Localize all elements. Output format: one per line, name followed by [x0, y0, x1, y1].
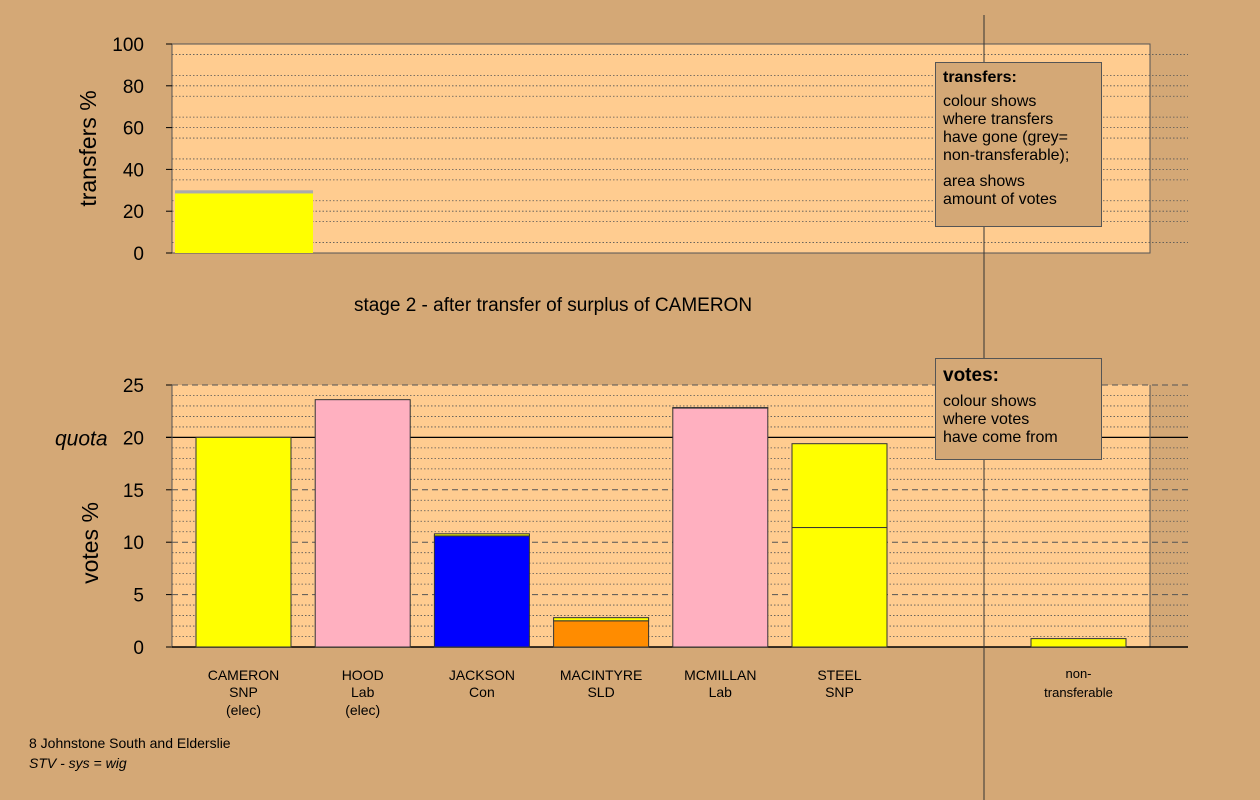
candidate-party: Lab: [709, 684, 733, 700]
transfers-tick-label: 100: [112, 35, 144, 56]
vote-bar-segment: [553, 620, 650, 648]
candidate-party: SNP: [229, 684, 258, 700]
transfers-tick-label: 0: [133, 244, 144, 265]
vote-bar-segment: [672, 407, 769, 648]
votes-legend-title: votes:: [943, 365, 999, 386]
transfers-legend-line: amount of votes: [943, 191, 1057, 208]
votes-tick-label: 5: [133, 586, 144, 607]
transfers-tick-label: 40: [123, 160, 144, 181]
vote-bar-segment: [672, 407, 769, 409]
transfers-tick-label: 80: [123, 77, 144, 98]
votes-legend-line: colour shows: [943, 393, 1037, 410]
vote-bar-segment: [791, 443, 888, 529]
footer-system: STV - sys = wig: [29, 755, 127, 771]
candidate-name: STEEL: [817, 667, 862, 683]
transfers-axis-label: transfers %: [75, 90, 101, 206]
candidate-name: MACINTYRE: [560, 667, 642, 683]
vote-bar-segment: [791, 527, 888, 648]
transfer-bar-segment: [175, 193, 313, 253]
nontransferable-label: non-: [1065, 666, 1091, 681]
vote-bar-segment: [314, 399, 411, 648]
stage-caption: stage 2 - after transfer of surplus of C…: [354, 295, 752, 316]
quota-label: quota: [55, 427, 108, 450]
votes-axis-label: votes %: [77, 502, 103, 584]
vote-bar-segment: [553, 617, 650, 622]
transfers-tick-label: 60: [123, 119, 144, 140]
candidate-status: (elec): [345, 702, 380, 718]
vote-bar-segment: [433, 535, 530, 648]
votes-tick-label: 10: [123, 533, 144, 554]
transfers-legend-line: where transfers: [943, 111, 1054, 128]
vote-bar-segment: [195, 436, 292, 648]
candidate-party: SNP: [825, 684, 854, 700]
candidate-name: MCMILLAN: [684, 667, 756, 683]
candidate-party: Con: [469, 684, 495, 700]
votes-legend-line: where votes: [943, 411, 1030, 428]
footer-constituency: 8 Johnstone South and Elderslie: [29, 735, 231, 751]
nontransferable-bar: [1030, 638, 1127, 648]
nontransferable-label: transferable: [1044, 685, 1113, 700]
votes-tick-label: 20: [123, 428, 144, 449]
transfers-legend-line: area shows: [943, 173, 1025, 190]
transfers-legend-line: colour shows: [943, 93, 1037, 110]
candidate-status: (elec): [226, 702, 261, 718]
transfer-bar-segment: [175, 190, 313, 194]
votes-tick-label: 15: [123, 481, 144, 502]
candidate-name: HOOD: [342, 667, 384, 683]
transfers-legend-line: have gone (grey=: [943, 129, 1068, 146]
candidate-name: CAMERON: [208, 667, 280, 683]
votes-legend-line: have come from: [943, 429, 1058, 446]
votes-legend: votes: colour shows where votes have com…: [935, 358, 1102, 460]
votes-tick-label: 25: [123, 376, 144, 397]
transfers-legend-line: non-transferable);: [943, 147, 1070, 164]
vote-bar-segment: [433, 533, 530, 537]
transfers-tick-label: 20: [123, 202, 144, 223]
candidate-name: JACKSON: [449, 667, 515, 683]
transfers-legend-title: transfers:: [943, 69, 1017, 86]
candidate-party: Lab: [351, 684, 375, 700]
transfers-legend: transfers: colour shows where transfers …: [935, 62, 1102, 227]
candidate-party: SLD: [587, 684, 614, 700]
votes-tick-label: 0: [133, 638, 144, 659]
